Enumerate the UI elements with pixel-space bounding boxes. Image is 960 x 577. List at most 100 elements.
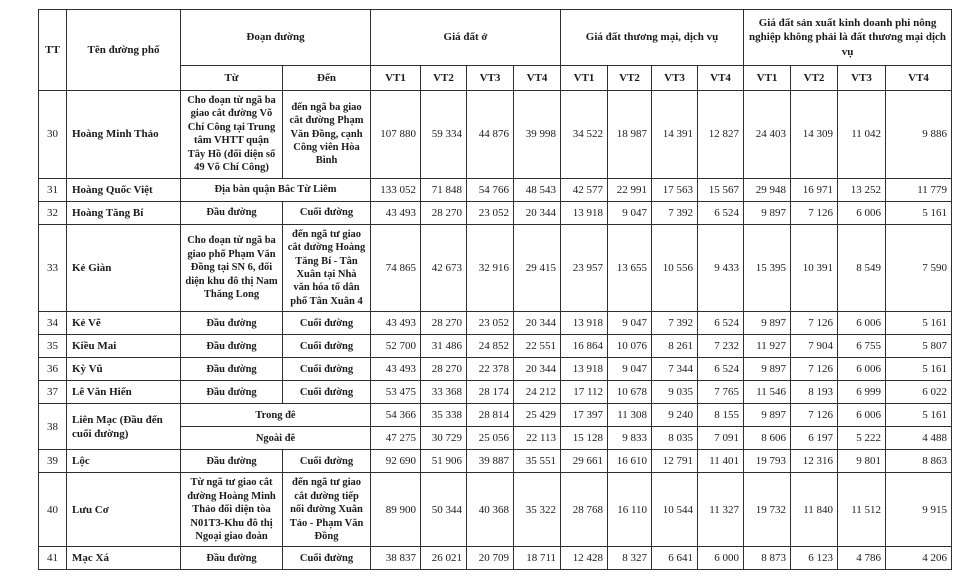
price-value: 20 344 bbox=[512, 200, 562, 225]
price-value: 17 112 bbox=[560, 380, 609, 405]
price-value: 33 368 bbox=[420, 380, 467, 405]
price-value: 89 900 bbox=[370, 472, 421, 548]
price-value: 28 270 bbox=[420, 357, 467, 382]
price-value: 42 673 bbox=[420, 223, 467, 313]
price-value: 8 549 bbox=[837, 223, 887, 313]
price-value: 6 999 bbox=[837, 380, 887, 405]
price-value: 19 732 bbox=[743, 472, 792, 548]
price-value: 9 240 bbox=[651, 403, 699, 428]
price-value: 8 261 bbox=[651, 334, 699, 359]
row-number: 40 bbox=[38, 472, 67, 548]
price-value: 11 546 bbox=[743, 380, 792, 405]
table-row: 31 Hoàng Quốc Việt Địa bàn quận Bắc Từ Liê… bbox=[38, 177, 953, 202]
price-value: 7 392 bbox=[651, 200, 699, 225]
section-from: Từ ngã tư giao cắt đường Hoàng Minh Thảo… bbox=[180, 472, 283, 548]
price-value: 16 610 bbox=[607, 449, 653, 474]
price-value: 9 433 bbox=[697, 223, 745, 313]
price-value: 10 556 bbox=[651, 223, 699, 313]
row-number: 39 bbox=[38, 449, 67, 474]
price-value: 16 864 bbox=[560, 334, 609, 359]
section-to: đến ngã ba giao cắt đường Phạm Văn Đồng,… bbox=[282, 90, 371, 179]
header-vt4: VT4 bbox=[697, 65, 745, 91]
table-row: Ngoài đê 47 275 30 729 25 056 22 113 15 128 9 … bbox=[39, 426, 953, 451]
price-value: 48 543 bbox=[512, 177, 562, 202]
price-value: 12 791 bbox=[651, 449, 699, 474]
header-vt1: VT1 bbox=[370, 65, 421, 91]
header-vt2: VT2 bbox=[607, 65, 653, 91]
price-value: 4 488 bbox=[885, 426, 953, 451]
price-value: 6 000 bbox=[697, 546, 745, 571]
price-value: 30 729 bbox=[420, 426, 467, 451]
price-value: 133 052 bbox=[370, 177, 421, 202]
price-value: 40 368 bbox=[466, 472, 514, 548]
price-value: 11 927 bbox=[743, 334, 792, 359]
price-value: 12 827 bbox=[697, 90, 745, 179]
price-value: 13 918 bbox=[560, 357, 609, 382]
header-vt4: VT4 bbox=[512, 65, 562, 91]
section-merged: Địa bàn quận Bắc Từ Liêm bbox=[180, 177, 371, 202]
price-value: 14 309 bbox=[790, 90, 839, 179]
price-value: 24 852 bbox=[466, 334, 514, 359]
price-value: 25 056 bbox=[466, 426, 514, 451]
table-row: 38 Liên Mạc (Đầu đến cuối đường) Trong đê 5… bbox=[38, 403, 953, 451]
price-value: 107 880 bbox=[370, 90, 421, 179]
price-value: 7 126 bbox=[790, 311, 839, 336]
table-row: 36 Kỳ Vũ Đầu đường Cuối đường 43 493 28 270 22… bbox=[38, 357, 953, 382]
table-body: 30 Hoàng Minh Thảo Cho đoạn từ ngã ba giao… bbox=[38, 90, 953, 571]
section-to: Cuối đường bbox=[282, 449, 371, 474]
price-value: 11 401 bbox=[697, 449, 745, 474]
price-value: 15 128 bbox=[560, 426, 609, 451]
header-to: Đến bbox=[282, 65, 371, 91]
price-value: 23 957 bbox=[560, 223, 609, 313]
price-value: 6 524 bbox=[697, 200, 745, 225]
section-to: Cuối đường bbox=[282, 311, 371, 336]
price-value: 17 563 bbox=[651, 177, 699, 202]
price-value: 24 403 bbox=[743, 90, 792, 179]
price-value: 12 316 bbox=[790, 449, 839, 474]
price-value: 4 786 bbox=[837, 546, 887, 571]
price-value: 22 378 bbox=[466, 357, 514, 382]
price-value: 5 161 bbox=[885, 357, 953, 382]
row-number: 37 bbox=[38, 380, 67, 405]
header-residential-price: Giá đất ở bbox=[369, 9, 562, 66]
price-value: 54 766 bbox=[466, 177, 514, 202]
price-value: 24 212 bbox=[512, 380, 562, 405]
price-value: 7 344 bbox=[651, 357, 699, 382]
street-name: Kiều Mai bbox=[66, 334, 181, 359]
header-road-section: Đoạn đường bbox=[180, 9, 371, 66]
header-vt1: VT1 bbox=[560, 65, 609, 91]
section-to: đến ngã tư giao cắt đường Hoàng Tăng Bí … bbox=[282, 223, 371, 313]
street-name: Mạc Xá bbox=[66, 546, 181, 571]
header-production-price: Giá đất sản xuất kinh doanh phi nông ngh… bbox=[743, 9, 953, 66]
price-value: 16 971 bbox=[790, 177, 839, 202]
price-value: 22 113 bbox=[512, 426, 562, 451]
price-value: 11 042 bbox=[837, 90, 887, 179]
price-value: 10 678 bbox=[607, 380, 653, 405]
price-value: 28 270 bbox=[420, 311, 467, 336]
price-value: 6 006 bbox=[837, 357, 887, 382]
price-value: 7 765 bbox=[697, 380, 745, 405]
section-from: Đầu đường bbox=[180, 200, 283, 225]
header-vt3: VT3 bbox=[651, 65, 699, 91]
price-value: 9 833 bbox=[607, 426, 653, 451]
street-name: Lưu Cơ bbox=[66, 472, 181, 548]
street-name: Lê Văn Hiến bbox=[66, 380, 181, 405]
price-value: 5 161 bbox=[885, 311, 953, 336]
price-value: 31 486 bbox=[420, 334, 467, 359]
price-value: 15 395 bbox=[743, 223, 792, 313]
price-value: 6 755 bbox=[837, 334, 887, 359]
price-value: 13 918 bbox=[560, 200, 609, 225]
price-value: 9 047 bbox=[607, 311, 653, 336]
price-value: 6 006 bbox=[837, 200, 887, 225]
section-merged: Ngoài đê bbox=[180, 426, 371, 451]
section-from: Đầu đường bbox=[180, 311, 283, 336]
table-row: 32 Hoàng Tăng Bí Đầu đường Cuối đường 43 493… bbox=[38, 200, 953, 225]
row-number: 31 bbox=[38, 177, 67, 202]
price-value: 15 567 bbox=[697, 177, 745, 202]
row-number: 34 bbox=[38, 311, 67, 336]
header-vt2: VT2 bbox=[790, 65, 839, 91]
price-value: 74 865 bbox=[370, 223, 421, 313]
header-vt2: VT2 bbox=[420, 65, 467, 91]
price-value: 26 021 bbox=[420, 546, 467, 571]
